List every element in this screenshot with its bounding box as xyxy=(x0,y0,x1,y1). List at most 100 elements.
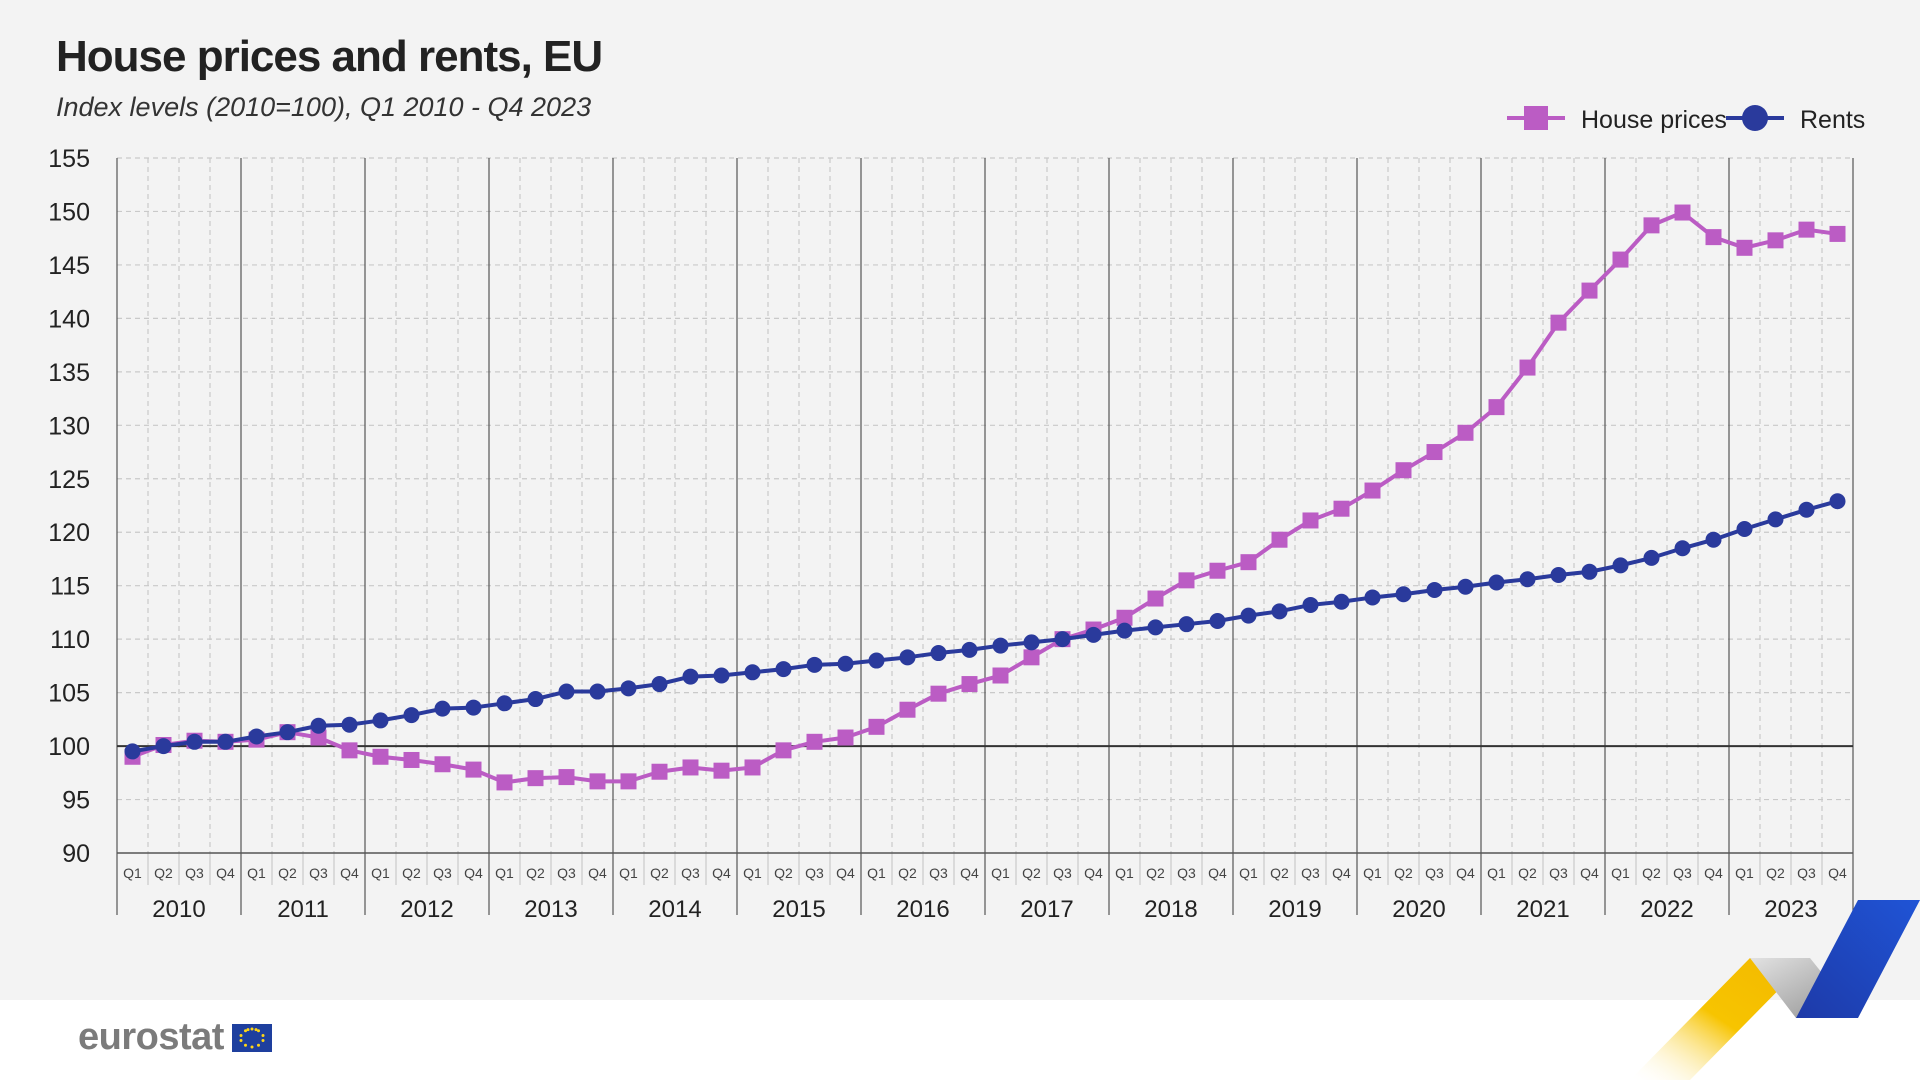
data-point-square xyxy=(682,759,699,776)
quarter-label: Q2 xyxy=(1518,865,1537,881)
legend-rents-label: Rents xyxy=(1800,106,1865,134)
data-point-square xyxy=(837,729,854,746)
data-point-circle xyxy=(899,649,916,666)
data-point-square xyxy=(1116,609,1133,626)
grid xyxy=(116,157,1854,853)
legend-rents-circle-icon xyxy=(1742,105,1768,131)
data-point-circle xyxy=(372,712,389,729)
quarter-label: Q1 xyxy=(1363,865,1382,881)
legend: House prices Rents xyxy=(1507,105,1865,134)
data-point-circle xyxy=(868,652,885,669)
data-point-square xyxy=(1736,239,1753,256)
data-point-circle xyxy=(403,707,420,724)
data-point-square xyxy=(1767,232,1784,249)
data-point-circle xyxy=(1271,603,1288,620)
quarter-label: Q2 xyxy=(898,865,917,881)
quarter-label: Q1 xyxy=(371,865,390,881)
quarter-label: Q1 xyxy=(495,865,514,881)
data-point-square xyxy=(1798,221,1815,238)
quarter-label: Q2 xyxy=(154,865,173,881)
legend-item-house-prices: House prices xyxy=(1507,106,1727,134)
data-point-square xyxy=(1147,590,1164,607)
quarter-label: Q4 xyxy=(836,865,855,881)
decorative-stripes xyxy=(1630,900,1920,1080)
data-point-circle xyxy=(1829,493,1846,510)
data-point-circle xyxy=(961,641,978,658)
quarter-label: Q4 xyxy=(588,865,607,881)
quarter-label: Q4 xyxy=(464,865,483,881)
quarter-label: Q3 xyxy=(309,865,328,881)
data-point-circle xyxy=(434,700,451,717)
data-point-square xyxy=(558,769,575,786)
data-point-square xyxy=(899,701,916,718)
series-group xyxy=(124,204,1846,791)
data-point-circle xyxy=(1364,589,1381,606)
y-tick-label: 135 xyxy=(48,359,90,387)
quarter-label: Q4 xyxy=(960,865,979,881)
data-point-circle xyxy=(1240,607,1257,624)
quarter-label: Q4 xyxy=(1580,865,1599,881)
data-point-square xyxy=(1705,229,1722,246)
data-point-circle xyxy=(279,724,296,741)
data-point-square xyxy=(341,742,358,759)
data-point-circle xyxy=(837,655,854,672)
y-tick-label: 100 xyxy=(48,733,90,761)
quarter-label: Q2 xyxy=(1146,865,1165,881)
quarter-label: Q2 xyxy=(1394,865,1413,881)
quarter-label: Q2 xyxy=(526,865,545,881)
data-point-square xyxy=(1271,531,1288,548)
y-tick-label: 120 xyxy=(48,519,90,547)
data-point-square xyxy=(1395,462,1412,479)
data-point-circle xyxy=(1550,567,1567,583)
year-label: 2018 xyxy=(1144,896,1197,923)
year-label: 2010 xyxy=(152,896,205,923)
quarter-label: Q3 xyxy=(1425,865,1444,881)
y-tick-label: 95 xyxy=(62,787,90,815)
quarter-label: Q1 xyxy=(1239,865,1258,881)
quarter-label: Q1 xyxy=(867,865,886,881)
quarter-label: Q2 xyxy=(402,865,421,881)
data-point-circle xyxy=(806,656,823,673)
data-point-circle xyxy=(992,637,1009,654)
data-point-square xyxy=(403,751,420,768)
data-point-square xyxy=(1302,512,1319,529)
data-point-circle xyxy=(1178,616,1195,633)
data-point-square xyxy=(961,676,978,693)
chart-subtitle: Index levels (2010=100), Q1 2010 - Q4 20… xyxy=(56,92,592,122)
year-label: 2014 xyxy=(648,896,701,923)
y-tick-label: 140 xyxy=(48,305,90,333)
data-point-square xyxy=(310,729,327,746)
axes: 90 95 100 105 110 115 120 125 130 135 140 145 150 155… xyxy=(48,145,1854,923)
quarter-label: Q1 xyxy=(991,865,1010,881)
y-tick-label: 155 xyxy=(48,145,90,173)
data-point-circle xyxy=(1519,571,1536,588)
data-point-square xyxy=(775,742,792,759)
data-point-circle xyxy=(775,661,792,678)
y-tick-label: 115 xyxy=(50,573,90,601)
year-label: 2015 xyxy=(772,896,825,923)
quarter-label: Q3 xyxy=(557,865,576,881)
quarter-label: Q2 xyxy=(1642,865,1661,881)
data-point-square xyxy=(1023,649,1040,666)
quarter-label: Q2 xyxy=(650,865,669,881)
data-point-square xyxy=(527,770,544,787)
data-point-square xyxy=(372,748,389,765)
data-point-circle xyxy=(1395,586,1412,603)
data-point-circle xyxy=(1116,622,1133,639)
data-point-square xyxy=(651,763,668,780)
data-point-circle xyxy=(155,738,172,755)
data-point-circle xyxy=(217,733,234,750)
data-point-square xyxy=(496,774,513,791)
data-point-square xyxy=(1364,482,1381,499)
quarter-label: Q1 xyxy=(1487,865,1506,881)
quarter-label: Q2 xyxy=(278,865,297,881)
year-label: 2023 xyxy=(1764,896,1817,923)
year-label: 2022 xyxy=(1640,896,1693,923)
data-point-circle xyxy=(496,695,513,712)
chart-panel xyxy=(0,0,1920,1000)
data-point-circle xyxy=(1302,596,1319,613)
data-point-square xyxy=(1550,314,1567,331)
quarter-label: Q4 xyxy=(1208,865,1227,881)
year-label: 2020 xyxy=(1392,896,1445,923)
quarter-label: Q2 xyxy=(1022,865,1041,881)
